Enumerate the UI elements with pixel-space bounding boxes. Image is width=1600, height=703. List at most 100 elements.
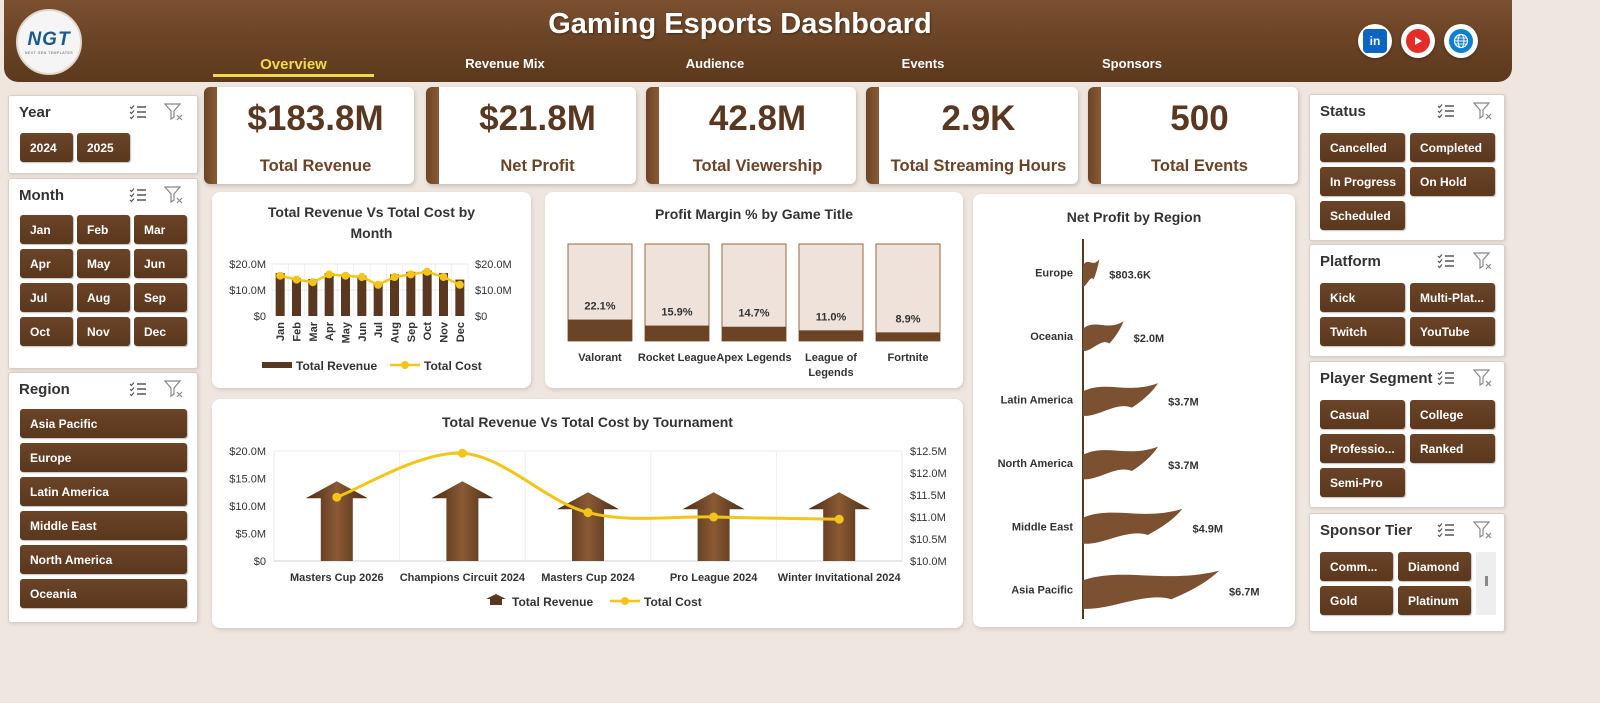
scrollbar-thumb[interactable] [1485, 576, 1488, 586]
bar [305, 481, 368, 561]
kpi-total-viewership: 42.8M Total Viewership [646, 87, 856, 184]
slicer-button-diamond[interactable]: Diamond [1398, 552, 1471, 581]
y-tick-label: $20.0M [229, 259, 266, 271]
slicer-button-apr[interactable]: Apr [20, 249, 73, 278]
slicer-button-jun[interactable]: Jun [134, 249, 187, 278]
x-tick-label: Masters Cup 2026 [290, 572, 384, 584]
slicer-button-platinum[interactable]: Platinum [1398, 586, 1471, 615]
slicer-button-casual[interactable]: Casual [1320, 400, 1405, 429]
x-tick-label: Jul [373, 322, 385, 338]
website-icon[interactable] [1444, 24, 1478, 58]
bar [439, 273, 448, 316]
slicer-button-aug[interactable]: Aug [77, 283, 130, 312]
multi-select-icon[interactable] [1437, 522, 1455, 538]
kpi-accent [426, 87, 439, 184]
slicer-button-may[interactable]: May [77, 249, 130, 278]
tab-audience[interactable]: Audience [685, 56, 745, 71]
y-tick-label: $20.0M [229, 446, 266, 458]
slicer-button-north-america[interactable]: North America [20, 545, 187, 574]
bar [1083, 570, 1219, 609]
slicer-button-twitch[interactable]: Twitch [1320, 317, 1405, 346]
kpi-total-streaming-hours: 2.9K Total Streaming Hours [866, 87, 1078, 184]
bar-background [721, 243, 787, 342]
tab-revenue-mix[interactable]: Revenue Mix [465, 56, 545, 71]
slicer-button-multi-platform[interactable]: Multi-Plat... [1410, 283, 1495, 312]
y2-tick-label: $10.5M [910, 534, 947, 546]
multi-select-icon[interactable] [1437, 103, 1455, 119]
line-marker [332, 492, 342, 502]
slicer-button-latin-america[interactable]: Latin America [20, 477, 187, 506]
line-marker [834, 514, 844, 524]
slicer-button-jan[interactable]: Jan [20, 215, 73, 244]
logo-text: NGT [27, 29, 71, 50]
slicer-button-in-progress[interactable]: In Progress [1320, 167, 1405, 196]
clear-filter-icon[interactable] [1473, 368, 1493, 388]
multi-select-icon[interactable] [1437, 370, 1455, 386]
slicer-title: Player Segment [1320, 370, 1433, 387]
tab-sponsors[interactable]: Sponsors [1102, 56, 1162, 71]
kpi-value: 2.9K [941, 99, 1016, 138]
bar [422, 270, 432, 316]
slicer-button-feb[interactable]: Feb [77, 215, 130, 244]
kpi-accent [204, 87, 217, 184]
slicer-button-jul[interactable]: Jul [20, 283, 73, 312]
clear-filter-icon[interactable] [164, 185, 184, 205]
year-slicer: Year 2024 2025 [8, 95, 198, 174]
slicer-title: Status [1320, 103, 1366, 120]
clear-filter-icon[interactable] [1473, 101, 1493, 121]
slicer-button-professional[interactable]: Professio... [1320, 434, 1405, 463]
youtube-icon[interactable] [1401, 24, 1435, 58]
slicer-button-kick[interactable]: Kick [1320, 283, 1405, 312]
multi-select-icon[interactable] [129, 104, 147, 120]
slicer-button-middle-east[interactable]: Middle East [20, 511, 187, 540]
slicer-button-europe[interactable]: Europe [20, 443, 187, 472]
bar [1083, 383, 1159, 416]
slicer-button-nov[interactable]: Nov [77, 317, 130, 346]
slicer-button-semi-pro[interactable]: Semi-Pro [1320, 468, 1405, 497]
slicer-button-2025[interactable]: 2025 [77, 133, 130, 162]
line-marker [583, 508, 593, 518]
clear-filter-icon[interactable] [164, 102, 184, 122]
clear-filter-icon[interactable] [1473, 520, 1493, 540]
slicer-button-cancelled[interactable]: Cancelled [1320, 133, 1405, 162]
slicer-title: Sponsor Tier [1320, 522, 1413, 539]
chart-title: Total Revenue Vs Total Cost by Tournamen… [442, 414, 733, 430]
slicer-button-asia-pacific[interactable]: Asia Pacific [20, 409, 187, 438]
slicer-button-ranked[interactable]: Ranked [1410, 434, 1495, 463]
slicer-button-oct[interactable]: Oct [20, 317, 73, 346]
legend-swatch [486, 594, 506, 605]
linkedin-icon[interactable]: in [1358, 24, 1392, 58]
clear-filter-icon[interactable] [1473, 251, 1493, 271]
data-label: $2.0M [1134, 333, 1165, 345]
bar [373, 282, 383, 316]
slicer-scrollbar[interactable] [1476, 552, 1496, 615]
slicer-button-dec[interactable]: Dec [134, 317, 187, 346]
slicer-button-2024[interactable]: 2024 [20, 133, 73, 162]
clear-filter-icon[interactable] [164, 379, 184, 399]
slicer-button-community[interactable]: Comm... [1320, 552, 1393, 581]
multi-select-icon[interactable] [1437, 253, 1455, 269]
logo-subtext: NEXT GEN TEMPLATES [24, 51, 74, 55]
slicer-button-mar[interactable]: Mar [134, 215, 187, 244]
tab-events[interactable]: Events [901, 56, 945, 71]
tab-overview[interactable]: Overview [260, 56, 327, 73]
bar [455, 279, 465, 316]
line-marker [709, 512, 719, 522]
chart-title: Profit Margin % by Game Title [654, 206, 854, 222]
x-tick-label: Pro League 2024 [670, 572, 758, 584]
slicer-button-oceania[interactable]: Oceania [20, 579, 187, 608]
slicer-button-sep[interactable]: Sep [134, 283, 187, 312]
chart-card-region: Net Profit by Region Europe $803.6K Oceani… [973, 194, 1295, 627]
multi-select-icon[interactable] [129, 381, 147, 397]
slicer-button-college[interactable]: College [1410, 400, 1495, 429]
slicer-button-on-hold[interactable]: On Hold [1410, 167, 1495, 196]
x-tick-label: Feb [292, 322, 304, 342]
legend-marker [401, 361, 409, 369]
bar [557, 492, 619, 561]
slicer-button-youtube[interactable]: YouTube [1410, 317, 1495, 346]
multi-select-icon[interactable] [129, 187, 147, 203]
slicer-button-gold[interactable]: Gold [1320, 586, 1393, 615]
legend-label: Total Cost [424, 359, 482, 373]
slicer-button-completed[interactable]: Completed [1410, 133, 1495, 162]
slicer-button-scheduled[interactable]: Scheduled [1320, 201, 1405, 230]
